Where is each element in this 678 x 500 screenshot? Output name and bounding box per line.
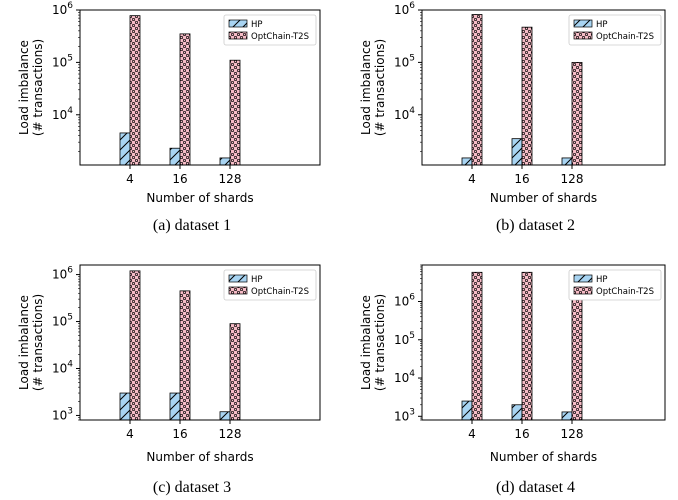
y-tick-label: 105 xyxy=(52,313,73,329)
x-tick-label-128: 128 xyxy=(219,172,242,186)
legend-label-hp: HP xyxy=(596,275,608,285)
x-tick-label-128: 128 xyxy=(219,427,242,441)
x-tick-label-16: 16 xyxy=(514,172,529,186)
bar-hp-16 xyxy=(511,138,523,166)
legend-swatch-opt xyxy=(573,286,593,295)
legend-label-opt: OptChain-T2S xyxy=(251,287,309,297)
bar-hp-16 xyxy=(511,404,523,421)
legend-label-hp: HP xyxy=(251,20,263,30)
y-axis-label-line-1: Load imbalance xyxy=(359,295,373,390)
x-tick-label-4: 4 xyxy=(126,427,134,441)
chart-panel-3: 103 104 105 106 4 16 128 Number of shards Load i… xyxy=(17,264,321,496)
y-tick-label: 106 xyxy=(52,1,73,17)
y-axis-label-line-2: (# transactions) xyxy=(31,39,45,136)
legend-label-opt: OptChain-T2S xyxy=(596,32,654,42)
legend-label-opt: OptChain-T2S xyxy=(251,32,309,42)
x-tick-label-16: 16 xyxy=(172,172,187,186)
bar-hp-4 xyxy=(119,132,131,166)
legend-swatch-hp xyxy=(228,19,248,28)
bar-opt-16 xyxy=(521,271,533,421)
x-tick-label-128: 128 xyxy=(561,172,584,186)
legend-swatch-hp xyxy=(573,19,593,28)
bar-opt-128 xyxy=(229,323,241,421)
subfigure-caption: (d) dataset 4 xyxy=(496,479,575,496)
bar-hp-4 xyxy=(119,392,131,421)
subfigure-caption: (b) dataset 2 xyxy=(496,217,575,234)
chart-panel-2: 104 105 106 4 16 128 Number of shards Load imba… xyxy=(359,1,666,234)
bar-opt-16 xyxy=(521,26,533,166)
y-axis-label-line-1: Load imbalance xyxy=(17,40,31,135)
bar-hp-4 xyxy=(461,400,473,421)
bar-opt-128 xyxy=(571,61,583,166)
bar-opt-16 xyxy=(179,290,191,421)
y-tick-label: 104 xyxy=(52,106,73,122)
y-axis-label-line-2: (# transactions) xyxy=(31,294,45,391)
legend-label-hp: HP xyxy=(596,20,608,30)
y-tick-label: 106 xyxy=(394,293,415,309)
bar-opt-4 xyxy=(471,14,483,166)
y-tick-label: 106 xyxy=(52,266,73,282)
subfigure-caption: (c) dataset 3 xyxy=(153,479,231,496)
y-tick-label: 103 xyxy=(52,406,73,422)
legend-swatch-opt xyxy=(228,31,248,40)
legend-swatch-hp xyxy=(228,274,248,283)
bar-opt-4 xyxy=(129,15,141,166)
bar-hp-4 xyxy=(461,157,473,166)
legend-label-opt: OptChain-T2S xyxy=(596,287,654,297)
chart-panel-4: 103 104 105 106 4 16 128 Number of shards Load i… xyxy=(359,264,666,496)
x-tick-label-4: 4 xyxy=(468,172,476,186)
plot-frame xyxy=(421,264,666,421)
y-tick-label: 104 xyxy=(394,369,415,385)
legend-swatch-opt xyxy=(573,31,593,40)
legend-swatch-opt xyxy=(228,286,248,295)
y-tick-label: 103 xyxy=(394,407,415,423)
bar-hp-128 xyxy=(219,157,231,166)
y-axis-label-line-2: (# transactions) xyxy=(373,294,387,391)
y-axis-label-line-2: (# transactions) xyxy=(373,39,387,136)
chart-panel-1: 104 105 106 4 16 128 Number of shards Load imba… xyxy=(17,1,321,234)
y-tick-label: 105 xyxy=(52,53,73,69)
plot-frame xyxy=(421,9,666,166)
bar-hp-128 xyxy=(561,157,573,166)
x-axis-label: Number of shards xyxy=(490,191,597,205)
x-tick-label-128: 128 xyxy=(561,427,584,441)
bar-hp-128 xyxy=(561,411,573,421)
plot-frame xyxy=(79,264,321,421)
y-tick-label: 106 xyxy=(394,1,415,17)
x-axis-label: Number of shards xyxy=(146,191,253,205)
y-axis-label-line-1: Load imbalance xyxy=(359,40,373,135)
subfigure-caption: (a) dataset 1 xyxy=(153,217,231,234)
y-tick-label: 104 xyxy=(394,106,415,122)
x-axis-label: Number of shards xyxy=(146,450,253,464)
bar-hp-128 xyxy=(219,411,231,421)
plot-frame xyxy=(79,9,321,166)
x-axis-label: Number of shards xyxy=(490,450,597,464)
y-tick-label: 104 xyxy=(52,359,73,375)
x-tick-label-16: 16 xyxy=(172,427,187,441)
bar-opt-4 xyxy=(129,270,141,421)
bar-hp-16 xyxy=(169,392,181,421)
bar-hp-16 xyxy=(169,147,181,166)
y-axis-label-line-1: Load imbalance xyxy=(17,295,31,390)
x-tick-label-4: 4 xyxy=(468,427,476,441)
y-tick-label: 105 xyxy=(394,53,415,69)
y-tick-label: 105 xyxy=(394,331,415,347)
x-tick-label-16: 16 xyxy=(514,427,529,441)
x-tick-label-4: 4 xyxy=(126,172,134,186)
bar-opt-128 xyxy=(229,59,241,166)
legend-swatch-hp xyxy=(573,274,593,283)
legend-label-hp: HP xyxy=(251,275,263,285)
bar-opt-4 xyxy=(471,271,483,421)
bar-opt-16 xyxy=(179,33,191,166)
